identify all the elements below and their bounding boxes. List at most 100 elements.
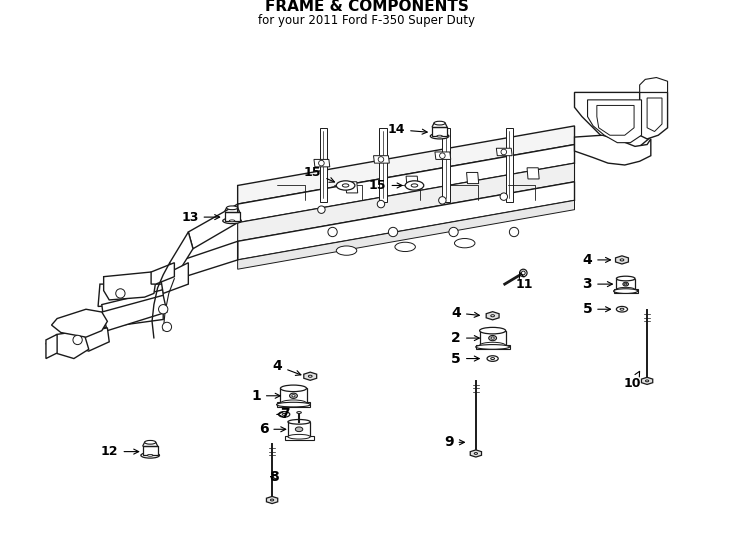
Polygon shape (280, 388, 307, 403)
Ellipse shape (487, 356, 498, 361)
Ellipse shape (437, 135, 443, 137)
Polygon shape (98, 284, 163, 306)
Polygon shape (587, 100, 642, 143)
Polygon shape (616, 256, 628, 264)
Polygon shape (46, 334, 57, 359)
Text: 3: 3 (583, 277, 612, 291)
Ellipse shape (617, 306, 628, 312)
Ellipse shape (491, 315, 495, 317)
Text: 1: 1 (251, 389, 280, 403)
Ellipse shape (148, 454, 153, 456)
Polygon shape (288, 422, 310, 437)
Text: 15: 15 (369, 179, 402, 192)
Circle shape (378, 157, 384, 162)
Polygon shape (346, 182, 357, 193)
Polygon shape (639, 92, 667, 139)
Ellipse shape (283, 414, 286, 415)
Circle shape (449, 227, 458, 237)
Circle shape (501, 149, 506, 155)
Text: 5: 5 (451, 352, 479, 366)
Ellipse shape (280, 400, 307, 407)
Circle shape (440, 153, 445, 158)
Ellipse shape (222, 218, 241, 224)
Polygon shape (639, 78, 667, 92)
Polygon shape (100, 301, 163, 328)
Ellipse shape (342, 184, 349, 187)
Ellipse shape (623, 282, 628, 286)
Polygon shape (102, 289, 163, 319)
Polygon shape (170, 232, 193, 279)
Ellipse shape (292, 395, 295, 397)
Polygon shape (238, 145, 575, 222)
Polygon shape (102, 295, 167, 330)
Polygon shape (304, 372, 316, 380)
Ellipse shape (617, 287, 635, 292)
Text: 9: 9 (444, 435, 465, 449)
Polygon shape (479, 330, 506, 346)
Text: 4: 4 (583, 253, 611, 267)
Polygon shape (51, 309, 107, 337)
Ellipse shape (295, 427, 303, 431)
Text: 8: 8 (269, 470, 279, 484)
Polygon shape (74, 328, 109, 351)
Polygon shape (238, 200, 575, 269)
Ellipse shape (489, 335, 496, 341)
Ellipse shape (288, 420, 310, 424)
Ellipse shape (288, 434, 310, 439)
Ellipse shape (491, 337, 494, 339)
Circle shape (116, 289, 125, 298)
Ellipse shape (297, 411, 302, 414)
Polygon shape (470, 450, 482, 457)
Polygon shape (266, 496, 277, 504)
Ellipse shape (645, 380, 649, 382)
Polygon shape (277, 402, 310, 407)
Text: 7: 7 (277, 407, 290, 421)
Polygon shape (238, 163, 575, 241)
Ellipse shape (145, 441, 156, 444)
Polygon shape (142, 446, 158, 455)
Ellipse shape (411, 184, 418, 187)
Polygon shape (506, 128, 513, 202)
Ellipse shape (270, 499, 274, 501)
Ellipse shape (490, 357, 495, 360)
Polygon shape (435, 152, 451, 159)
Polygon shape (642, 377, 653, 384)
Text: 12: 12 (101, 445, 139, 458)
Circle shape (388, 227, 398, 237)
Polygon shape (406, 176, 418, 187)
Ellipse shape (479, 327, 506, 334)
Ellipse shape (336, 181, 355, 190)
Ellipse shape (336, 246, 357, 255)
Ellipse shape (395, 242, 415, 252)
Ellipse shape (229, 220, 235, 222)
Text: for your 2011 Ford F-350 Super Duty: for your 2011 Ford F-350 Super Duty (258, 14, 476, 28)
Polygon shape (443, 128, 450, 202)
Ellipse shape (625, 284, 627, 285)
Polygon shape (238, 182, 575, 260)
Circle shape (500, 193, 507, 200)
Polygon shape (314, 159, 330, 167)
Ellipse shape (476, 345, 509, 349)
Ellipse shape (405, 181, 424, 190)
Ellipse shape (308, 375, 312, 377)
Text: 2: 2 (451, 331, 479, 345)
Polygon shape (614, 289, 638, 293)
Polygon shape (175, 241, 238, 279)
Ellipse shape (430, 133, 449, 139)
Circle shape (328, 227, 337, 237)
Ellipse shape (614, 289, 638, 293)
Text: FRAME & COMPONENTS: FRAME & COMPONENTS (265, 0, 469, 14)
Text: 13: 13 (181, 211, 219, 224)
Polygon shape (238, 126, 575, 204)
Polygon shape (46, 330, 89, 359)
Polygon shape (527, 168, 539, 179)
Ellipse shape (227, 206, 238, 210)
Ellipse shape (290, 393, 297, 399)
Polygon shape (467, 172, 479, 184)
Polygon shape (617, 279, 635, 289)
Polygon shape (379, 128, 387, 202)
Circle shape (318, 206, 325, 213)
Circle shape (377, 200, 385, 208)
Circle shape (509, 227, 519, 237)
Ellipse shape (277, 402, 310, 407)
